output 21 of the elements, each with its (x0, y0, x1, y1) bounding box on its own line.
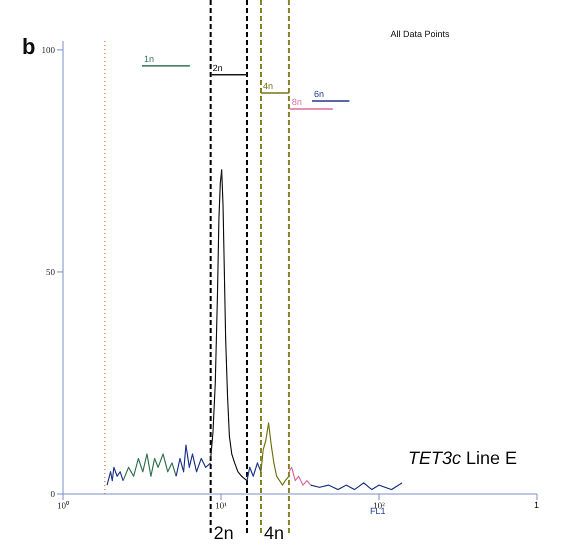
x-axis-title: FL1 (370, 506, 386, 516)
line-series (106, 466, 124, 486)
series-label: 1n (144, 54, 154, 64)
ref-line-label: 2n (214, 523, 234, 543)
chart-title: All Data Points (389, 29, 451, 39)
series-label: 2n (212, 62, 223, 73)
annotation: TET3c Line E (408, 448, 518, 469)
line-series (288, 466, 312, 486)
series-label: 8n (292, 96, 302, 107)
ref-line-label: 4n (264, 523, 284, 543)
series-label: 6n (314, 88, 324, 99)
text: 1 (534, 500, 540, 510)
x-tick-label: 10⁰ (57, 500, 69, 510)
y-tick-label: 50 (46, 267, 56, 278)
y-tick-label: 100 (42, 45, 56, 56)
y-tick-label: 0 (50, 489, 56, 500)
line-series (260, 422, 290, 486)
series-label: 4n (262, 80, 273, 91)
text: b (22, 34, 36, 60)
line-series (246, 462, 262, 482)
x-tick-label: 10¹ (215, 500, 228, 510)
